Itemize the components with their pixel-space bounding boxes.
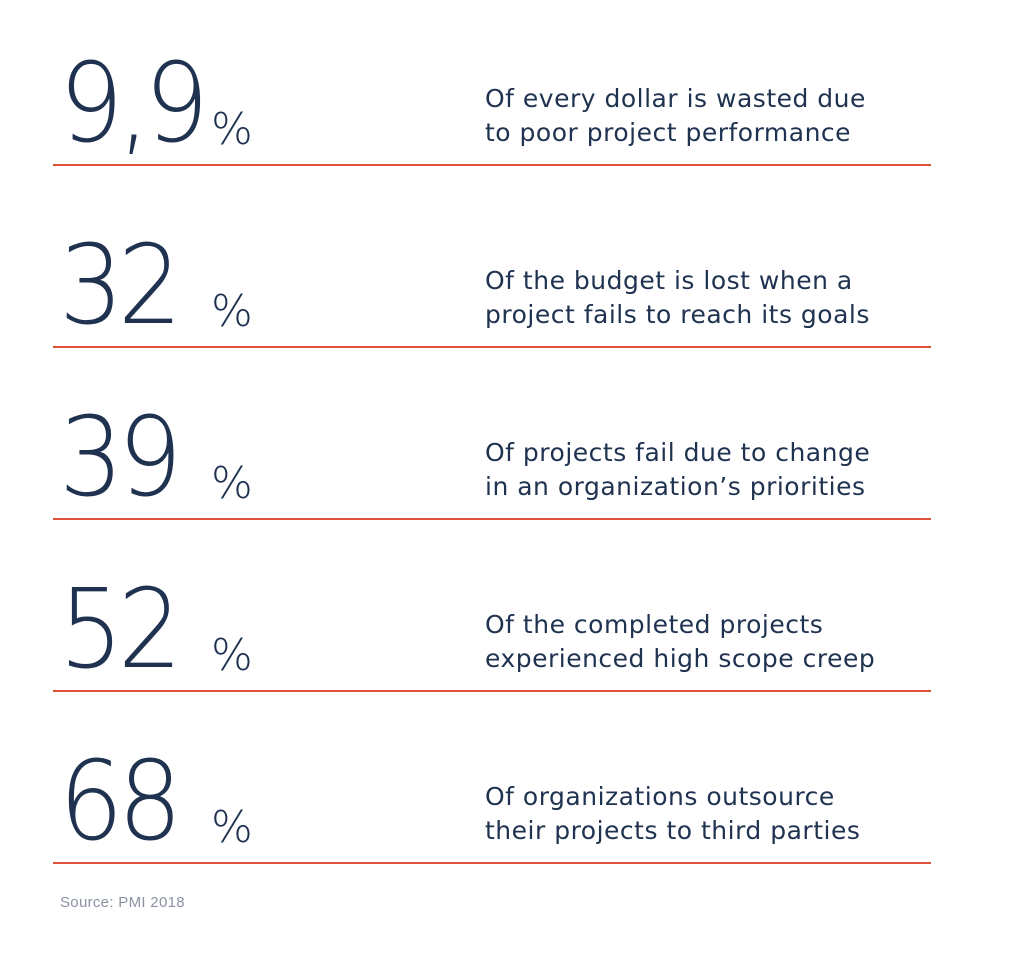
percent-sign: % [211,286,253,337]
stat-row: 39 % Of projects fail due to change in a… [53,348,931,520]
stat-description-line: project fails to reach its goals [485,300,870,329]
stat-row: 32 % Of the budget is lost when a projec… [53,176,931,348]
percent-sign: % [211,458,253,509]
stat-description-line: their projects to third parties [485,816,861,845]
stat-description-line: Of the budget is lost when a [485,266,853,295]
stat-description: Of projects fail due to change in an org… [485,436,925,504]
stat-description-line: Of every dollar is wasted due [485,84,866,113]
stat-number: 32 [59,221,182,349]
stat-description-line: to poor project performance [485,118,852,147]
stat-number: 68 [59,737,182,865]
stat-description: Of the completed projects experienced hi… [485,608,925,676]
source-note: Source: PMI 2018 [60,894,185,911]
percent-sign: % [211,802,253,853]
stat-number: 52 [59,565,182,693]
stat-row: 68 % Of organizations outsource their pr… [53,692,931,864]
stat-description: Of every dollar is wasted due to poor pr… [485,82,925,150]
percent-sign: % [211,630,253,681]
stat-description-line: Of projects fail due to change [485,438,871,467]
percent-sign: % [211,104,253,155]
stat-description-line: in an organization’s priorities [485,472,866,501]
stat-row: 9,9 % Of every dollar is wasted due to p… [53,0,931,166]
stat-number: 9,9 [59,39,209,167]
stat-description: Of organizations outsource their project… [485,780,925,848]
stat-number: 39 [59,393,182,521]
stat-description-line: Of the completed projects [485,610,824,639]
stat-description: Of the budget is lost when a project fai… [485,264,925,332]
stat-description-line: experienced high scope creep [485,644,876,673]
stat-description-line: Of organizations outsource [485,782,835,811]
stat-row: 52 % Of the completed projects experienc… [53,520,931,692]
